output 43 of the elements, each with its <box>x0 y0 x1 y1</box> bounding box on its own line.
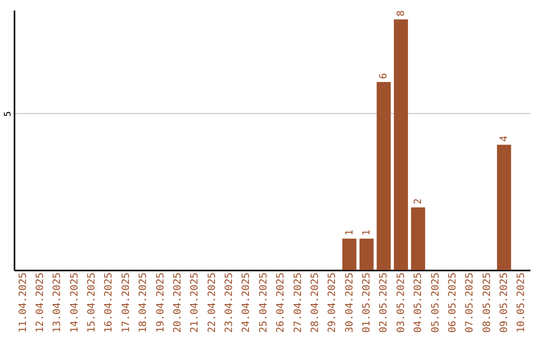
x-tick-label: 15.04.2025 <box>86 272 98 333</box>
x-tick-label: 23.04.2025 <box>224 272 236 333</box>
x-tick-label: 12.04.2025 <box>34 272 46 333</box>
x-tick-label: 22.04.2025 <box>206 272 218 333</box>
x-tick-label: 20.04.2025 <box>172 272 184 333</box>
x-tick-label: 04.05.2025 <box>413 272 424 333</box>
x-tick-label: 01.05.2025 <box>362 272 373 333</box>
bar <box>342 238 356 270</box>
data-label: 1 <box>344 230 356 236</box>
x-tick-label: 11.04.2025 <box>18 272 29 333</box>
x-tick-label: 07.05.2025 <box>464 272 476 333</box>
bar <box>394 19 408 270</box>
x-tick-label: 06.05.2025 <box>447 272 458 333</box>
x-tick-label: 29.04.2025 <box>327 272 338 333</box>
x-tick-label: 25.04.2025 <box>258 272 270 333</box>
x-tick-label: 17.04.2025 <box>120 272 132 333</box>
x-tick-label: 05.05.2025 <box>430 272 442 333</box>
data-label: 4 <box>499 136 510 142</box>
data-label: 2 <box>413 198 424 204</box>
x-tick-label: 21.04.2025 <box>190 272 201 333</box>
bar <box>497 144 512 270</box>
x-tick-label: 18.04.2025 <box>138 272 150 333</box>
x-tick-label: 02.05.2025 <box>378 272 390 333</box>
x-tick-label: 26.04.2025 <box>276 272 287 333</box>
x-tick-label: 19.04.2025 <box>155 272 166 333</box>
data-label: 8 <box>396 10 407 16</box>
bar <box>376 82 391 270</box>
bar <box>359 238 374 270</box>
x-tick-label: 03.05.2025 <box>396 272 407 333</box>
x-tick-label: 09.05.2025 <box>499 272 510 333</box>
x-tick-label: 16.04.2025 <box>104 272 115 333</box>
x-tick-label: 30.04.2025 <box>344 272 356 333</box>
x-tick-label: 28.04.2025 <box>310 272 321 333</box>
x-tick-label: 24.04.2025 <box>241 272 252 333</box>
x-tick-label: 27.04.2025 <box>292 272 304 333</box>
x-tick-label: 13.04.2025 <box>52 272 64 333</box>
x-tick-label: 14.04.2025 <box>69 272 80 333</box>
x-tick-label: 08.05.2025 <box>482 272 493 333</box>
bar <box>411 207 426 270</box>
y-tick-label: 5 <box>4 111 14 117</box>
data-label: 6 <box>378 73 390 80</box>
data-label: 1 <box>362 230 373 236</box>
x-tick-label: 10.05.2025 <box>516 272 528 333</box>
